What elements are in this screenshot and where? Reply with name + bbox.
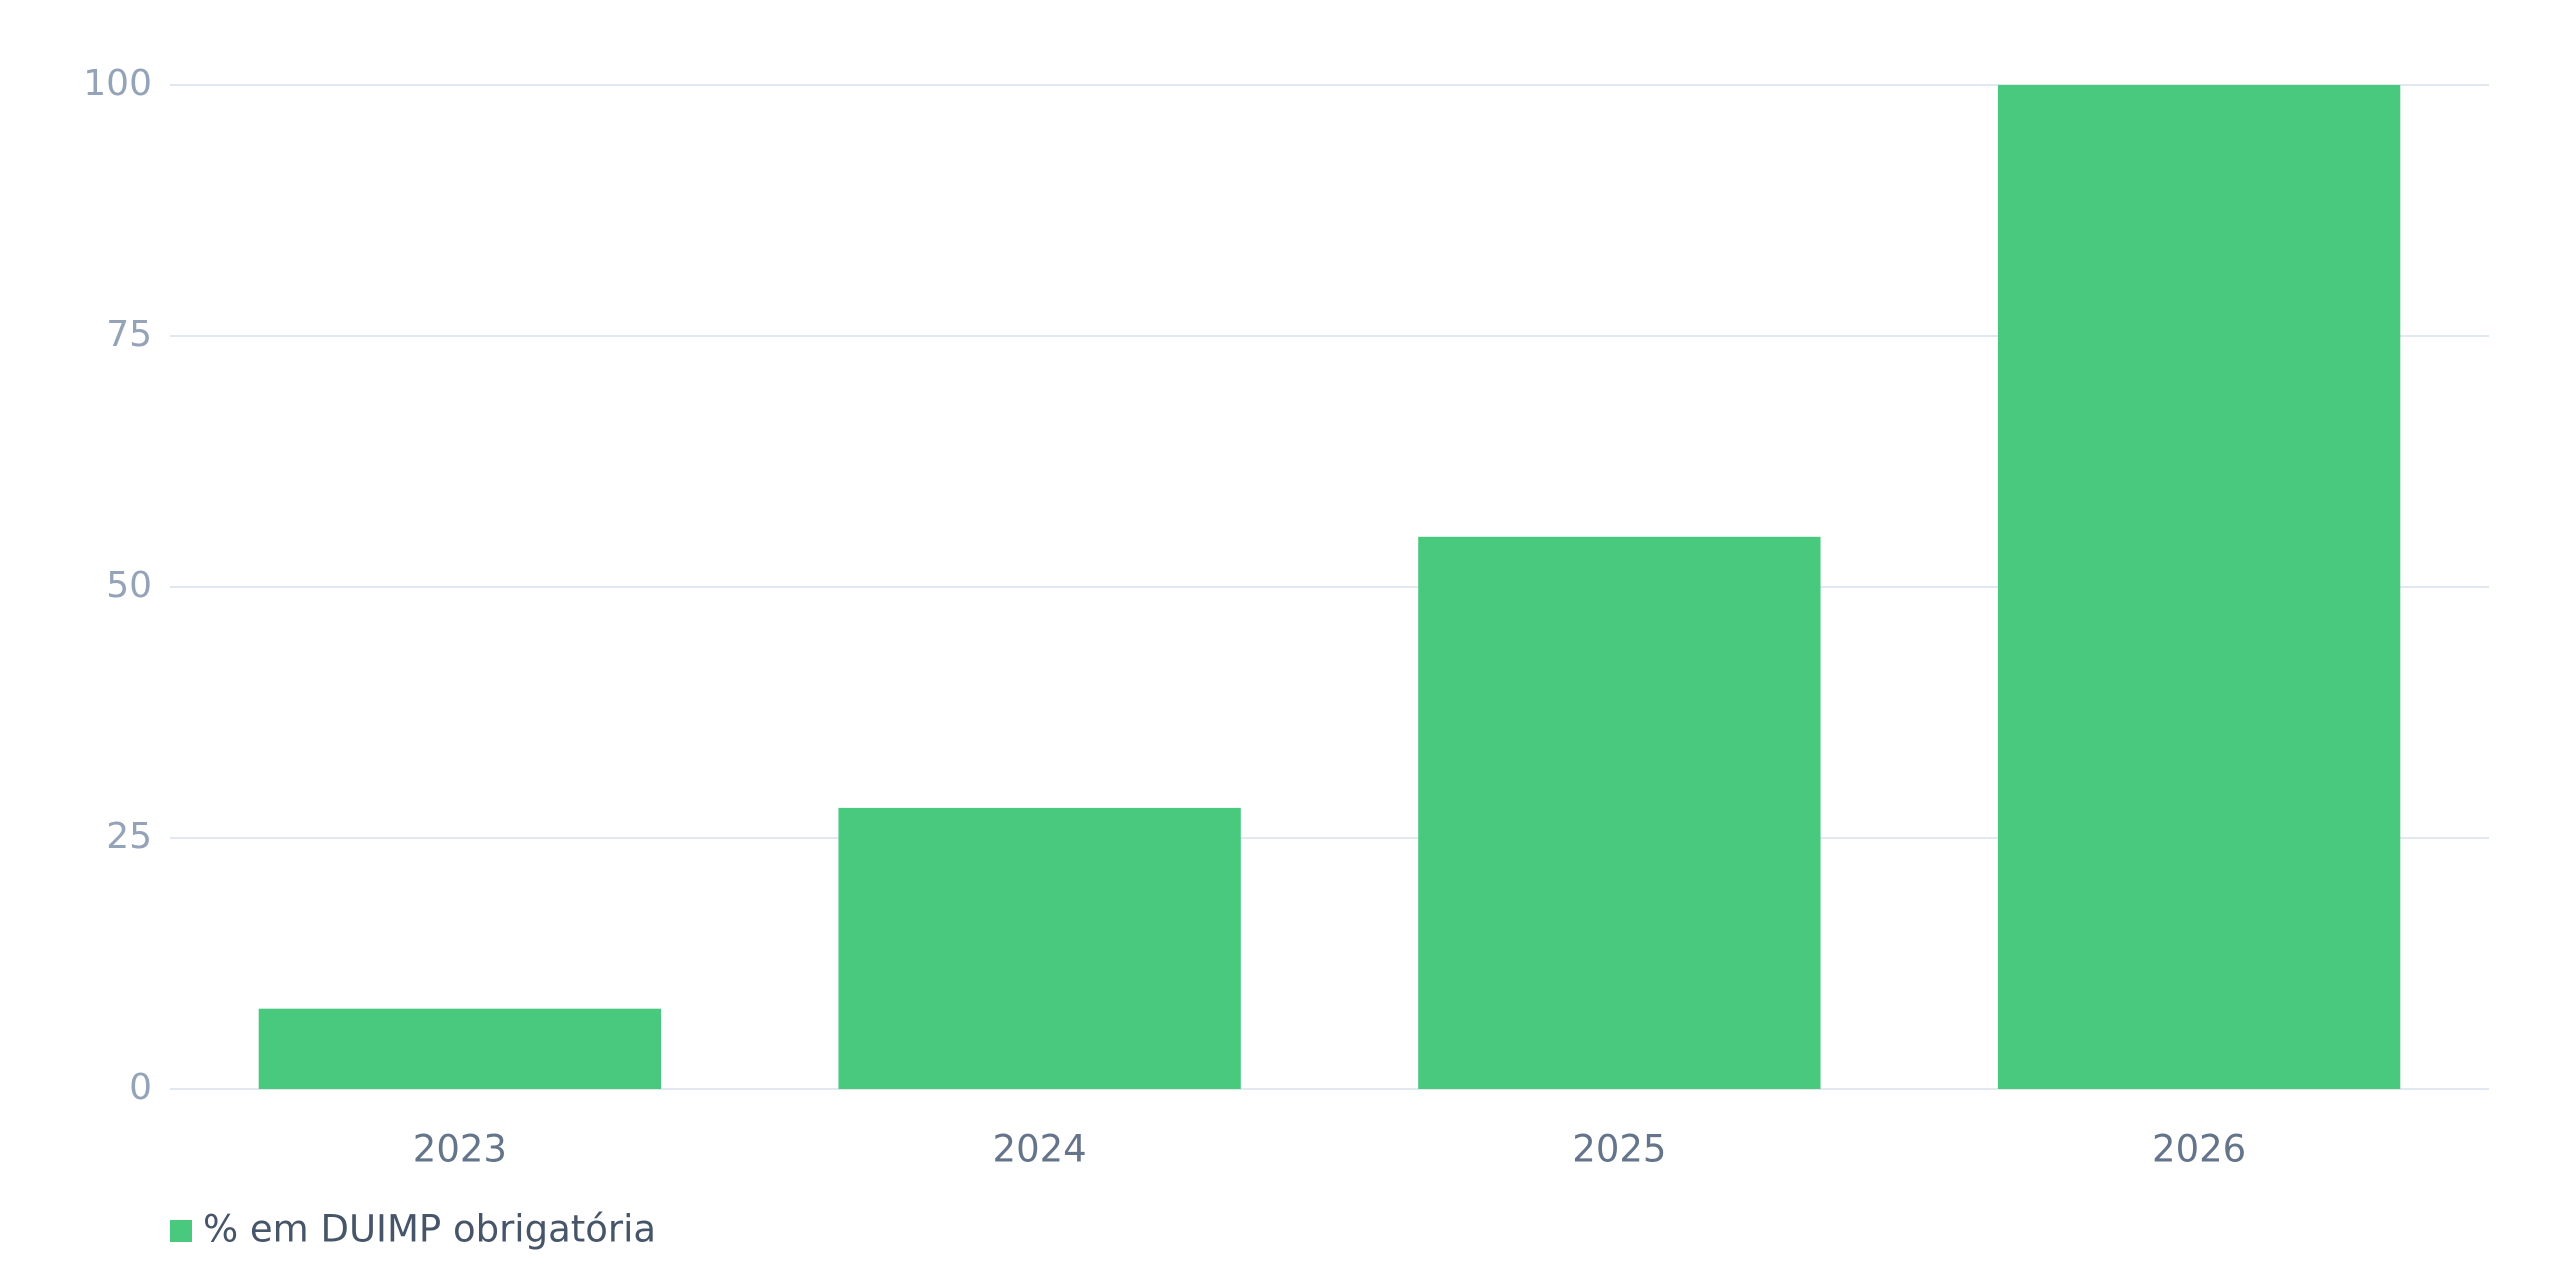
- y-tick-label: 50: [106, 565, 152, 606]
- bar: [1418, 536, 1821, 1089]
- y-tick-label: 0: [129, 1067, 152, 1108]
- bar: [258, 1008, 662, 1089]
- y-tick-label: 25: [106, 816, 152, 857]
- x-tick-label: 2023: [413, 1128, 507, 1171]
- bar: [1997, 85, 2401, 1089]
- y-tick-label: 75: [106, 314, 152, 355]
- legend-swatch: [170, 1220, 192, 1242]
- legend-label: % em DUIMP obrigatória: [203, 1208, 656, 1251]
- x-tick-label: 2026: [2152, 1128, 2246, 1171]
- x-tick-label: 2025: [1572, 1128, 1666, 1171]
- y-tick-label: 100: [83, 63, 152, 104]
- x-tick-label: 2024: [993, 1128, 1087, 1171]
- bar: [838, 807, 1241, 1089]
